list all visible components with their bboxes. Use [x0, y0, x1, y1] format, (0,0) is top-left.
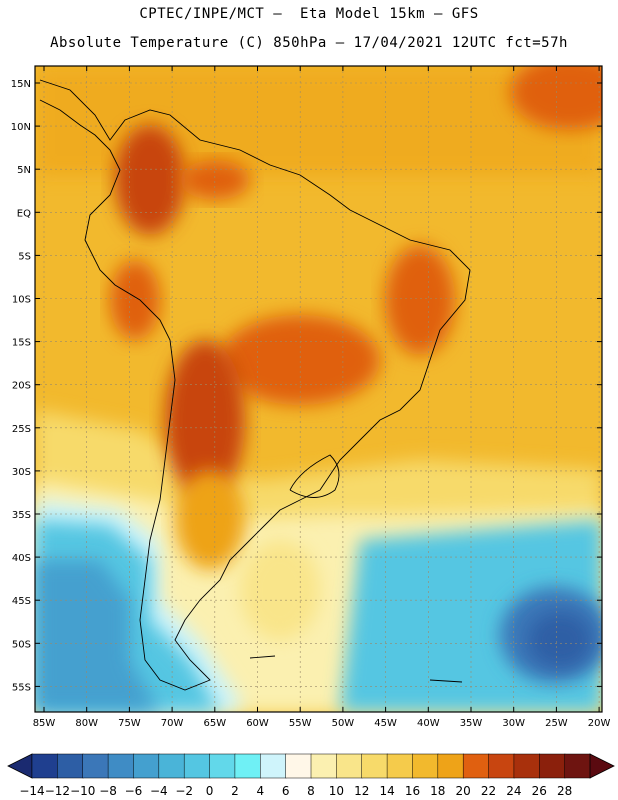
lat-label: 15S [12, 338, 31, 349]
lon-label: 40W [417, 718, 440, 729]
colorbar-label: 22 [481, 784, 496, 798]
colorbar-min-arrow [7, 753, 33, 779]
colorbar-labels: −14 −12 −10 −8 −6 −4 −2 0 2 4 6 8 10 12 14 16 18 20 22 24 26… [19, 784, 572, 798]
lon-label: 35W [460, 718, 483, 729]
lat-label: 35S [12, 510, 31, 521]
lon-label: 80W [75, 718, 98, 729]
lon-label: 60W [246, 718, 269, 729]
lon-label: 25W [545, 718, 568, 729]
lat-label: 20S [12, 381, 31, 392]
colorbar-swatch [107, 753, 135, 779]
colorbar-label: −12 [45, 784, 70, 798]
chart-title-line2: Absolute Temperature (C) 850hPa – 17/04/… [50, 35, 568, 51]
colorbar-swatch [234, 753, 262, 779]
colorbar-swatch [260, 753, 287, 779]
colorbar-label: 0 [206, 784, 214, 798]
lat-label: 10S [12, 295, 31, 306]
lat-label: 40S [12, 553, 31, 564]
colorbar-swatch [82, 753, 109, 779]
colorbar-max-arrow [589, 753, 615, 779]
colorbar-swatch [437, 753, 464, 779]
colorbar-swatch [310, 753, 338, 779]
colorbar-swatch [412, 753, 439, 779]
lon-label: 20W [588, 718, 611, 729]
colorbar-swatch [513, 753, 541, 779]
colorbar-swatch [361, 753, 388, 779]
lon-label: 30W [502, 718, 525, 729]
lon-label: 75W [118, 718, 141, 729]
chart-title-line1: CPTEC/INPE/MCT – Eta Model 15km – GFS [139, 6, 479, 22]
colorbar-swatch [564, 753, 591, 779]
map-frame [34, 65, 603, 713]
lat-label: 50S [12, 639, 31, 650]
lon-label: 55W [289, 718, 312, 729]
colorbar-label: 6 [282, 784, 290, 798]
colorbar-label: 26 [532, 784, 547, 798]
colorbar-label: −10 [70, 784, 95, 798]
colorbar-swatch [209, 753, 236, 779]
lon-label: 70W [161, 718, 184, 729]
colorbar-swatch [462, 753, 490, 779]
lon-label: 45W [374, 718, 397, 729]
colorbar-label: −6 [125, 784, 143, 798]
axis-ticks [35, 66, 602, 712]
colorbar-swatch [133, 753, 160, 779]
lat-label: 5N [17, 165, 31, 176]
coastlines [39, 79, 471, 691]
colorbar-label: 24 [506, 784, 521, 798]
lat-label: 45S [12, 596, 31, 607]
colorbar-swatch [183, 753, 211, 779]
colorbar-swatch [386, 753, 414, 779]
colorbar-swatch [31, 753, 59, 779]
colorbar-label: 12 [354, 784, 369, 798]
lat-label: 30S [12, 467, 31, 478]
colorbar-label: 20 [456, 784, 471, 798]
colorbar-swatch [158, 753, 185, 779]
lon-label: 50W [332, 718, 355, 729]
colorbar-swatch [488, 753, 515, 779]
temperature-field [35, 66, 602, 712]
longitude-labels: 85W 80W 75W 70W 65W 60W 55W 50W 45W 40W 35W 30W 25W 2… [33, 718, 611, 729]
colorbar-label: 18 [430, 784, 445, 798]
colorbar-label: −2 [175, 784, 193, 798]
lon-label: 65W [203, 718, 226, 729]
colorbar-swatch [539, 753, 566, 779]
colorbar-label: 2 [231, 784, 239, 798]
lon-label: 85W [33, 718, 56, 729]
colorbar-swatch [336, 753, 363, 779]
colorbar-label: 14 [379, 784, 394, 798]
colorbar-label: 4 [256, 784, 264, 798]
lat-label: 15N [11, 79, 31, 90]
colorbar-label: −4 [150, 784, 168, 798]
colorbar-label: −8 [99, 784, 117, 798]
colorbar [7, 753, 615, 779]
lat-label: 55S [12, 682, 31, 693]
lat-label: 25S [12, 424, 31, 435]
colorbar-swatch [285, 753, 312, 779]
lat-label: 5S [18, 251, 31, 262]
latitude-labels: 15N 10N 5N EQ 5S 10S 15S 20S 25S 30S 35S 40S 45S 50S 5… [11, 79, 31, 693]
colorbar-label: 28 [557, 784, 572, 798]
lat-label: EQ [17, 208, 31, 219]
lat-label: 10N [11, 122, 31, 133]
colorbar-label: 16 [405, 784, 420, 798]
colorbar-swatch [57, 753, 84, 779]
colorbar-label: 8 [307, 784, 315, 798]
colorbar-label: −14 [19, 784, 44, 798]
colorbar-label: 10 [329, 784, 344, 798]
